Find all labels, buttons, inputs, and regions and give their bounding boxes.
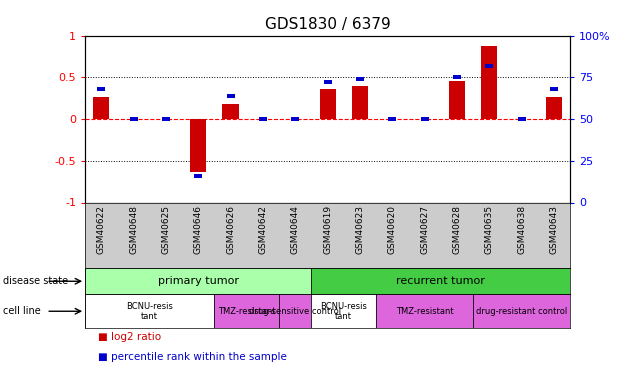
Text: GSM40635: GSM40635	[485, 205, 494, 254]
Text: BCNU-resis
tant: BCNU-resis tant	[320, 302, 367, 321]
Bar	[473, 294, 570, 328]
Bar	[518, 117, 525, 121]
Bar	[291, 117, 299, 121]
Bar	[190, 119, 206, 172]
Text: GSM40648: GSM40648	[129, 205, 138, 254]
Text: GSM40644: GSM40644	[291, 205, 300, 254]
Bar	[162, 117, 170, 121]
Bar	[421, 117, 428, 121]
Bar	[130, 117, 137, 121]
Bar	[97, 87, 105, 91]
Text: primary tumor: primary tumor	[158, 276, 239, 286]
Bar	[311, 268, 570, 294]
Text: BCNU-resis
tant: BCNU-resis tant	[126, 302, 173, 321]
Bar	[546, 96, 562, 119]
Bar	[222, 104, 239, 119]
Bar	[259, 117, 267, 121]
Bar	[311, 294, 376, 328]
Text: GSM40625: GSM40625	[161, 205, 170, 254]
Text: GSM40626: GSM40626	[226, 205, 235, 254]
Bar	[93, 96, 110, 119]
Text: GSM40627: GSM40627	[420, 205, 429, 254]
Text: GSM40622: GSM40622	[97, 205, 106, 254]
Text: GSM40638: GSM40638	[517, 205, 526, 254]
Text: TMZ-resistant: TMZ-resistant	[396, 307, 454, 316]
Text: GSM40643: GSM40643	[549, 205, 558, 254]
Bar	[356, 77, 364, 81]
Bar	[449, 81, 465, 119]
Bar	[481, 46, 498, 119]
Text: GSM40619: GSM40619	[323, 205, 332, 254]
Bar	[85, 294, 214, 328]
Bar	[453, 75, 461, 79]
Text: drug-sensitive control: drug-sensitive control	[249, 307, 341, 316]
Bar	[324, 81, 331, 84]
Text: GSM40642: GSM40642	[258, 205, 267, 254]
Bar	[279, 294, 311, 328]
Bar	[194, 174, 202, 178]
Bar	[485, 64, 493, 68]
Bar	[376, 294, 473, 328]
Text: ■ percentile rank within the sample: ■ percentile rank within the sample	[98, 352, 287, 363]
Text: drug-resistant control: drug-resistant control	[476, 307, 567, 316]
Text: GSM40620: GSM40620	[388, 205, 397, 254]
Text: recurrent tumor: recurrent tumor	[396, 276, 485, 286]
Text: TMZ-resistant: TMZ-resistant	[218, 307, 275, 316]
Bar	[388, 117, 396, 121]
Text: GDS1830 / 6379: GDS1830 / 6379	[265, 17, 391, 32]
Bar	[352, 86, 368, 119]
Text: ■ log2 ratio: ■ log2 ratio	[98, 332, 161, 342]
Text: cell line: cell line	[3, 306, 41, 316]
Text: GSM40646: GSM40646	[194, 205, 203, 254]
Text: disease state: disease state	[3, 276, 68, 286]
Bar	[227, 94, 234, 98]
Bar	[319, 89, 336, 119]
Bar	[85, 268, 311, 294]
Bar	[214, 294, 279, 328]
Text: GSM40623: GSM40623	[355, 205, 364, 254]
Bar	[550, 87, 558, 91]
Text: GSM40628: GSM40628	[452, 205, 461, 254]
